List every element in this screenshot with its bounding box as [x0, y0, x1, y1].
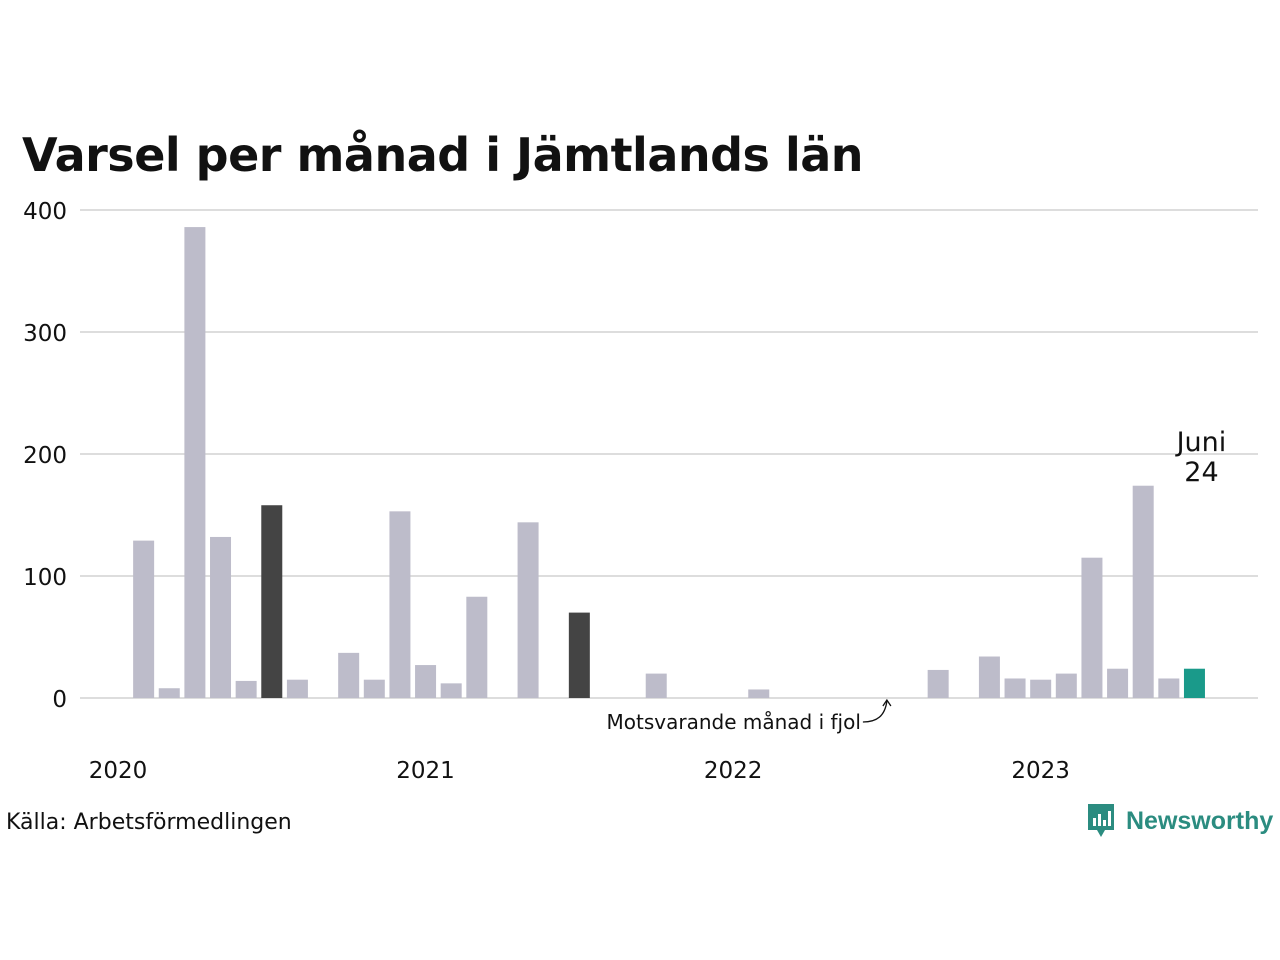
x-axis-year-labels: 2020 2021 2022 2023 — [89, 758, 1070, 784]
bar-2020-08 — [286, 679, 308, 698]
bar-2021-01 — [415, 665, 437, 698]
brand-logo: Newsworthy — [1086, 802, 1273, 840]
bar-2022-02 — [748, 689, 770, 698]
x-tick-label: 2020 — [89, 758, 148, 784]
bar-2020-05 — [210, 536, 232, 698]
bar-2021-05 — [517, 522, 539, 698]
y-tick-label: 0 — [52, 687, 67, 713]
source-note: Källa: Arbetsförmedlingen — [6, 810, 292, 835]
y-tick-label: 200 — [23, 443, 67, 469]
bar-2021-07 — [568, 612, 590, 698]
bar-2022-09 — [927, 669, 949, 698]
bar-2020-10 — [338, 652, 360, 698]
bar-2020-11 — [363, 679, 385, 698]
last-year-annotation: Motsvarande månad i fjol — [607, 710, 861, 734]
x-tick-label: 2023 — [1011, 758, 1070, 784]
y-axis-ticks: 0 100 200 300 400 — [23, 199, 67, 713]
bar-2023-02 — [1055, 673, 1077, 698]
bar-2020-12 — [389, 511, 411, 698]
gridlines — [80, 209, 1258, 699]
y-tick-label: 400 — [23, 199, 67, 225]
current-month-label: Juni — [1175, 427, 1227, 458]
bar-2020-02 — [133, 540, 155, 698]
current-value-label: 24 — [1184, 457, 1218, 488]
y-tick-label: 100 — [23, 565, 67, 591]
bar-2021-02 — [440, 683, 462, 698]
x-tick-label: 2022 — [704, 758, 763, 784]
bar-2022-12 — [1004, 678, 1026, 698]
bar-2021-10 — [645, 673, 667, 698]
bars — [133, 227, 1205, 698]
brand-name: Newsworthy — [1126, 806, 1274, 835]
bar-2022-11 — [978, 656, 1000, 698]
bar-2020-03 — [158, 688, 180, 698]
chart-title: Varsel per månad i Jämtlands län — [22, 128, 864, 182]
bar-2020-04 — [184, 227, 206, 698]
annotation-arrowhead — [882, 698, 892, 707]
bar-2023-05 — [1132, 485, 1154, 698]
bar-2023-03 — [1081, 557, 1103, 698]
bar-2023-07 — [1183, 668, 1205, 698]
x-tick-label: 2021 — [396, 758, 455, 784]
y-tick-label: 300 — [23, 321, 67, 347]
bar-2023-06 — [1158, 678, 1180, 698]
bar-2021-03 — [466, 596, 488, 698]
bar-2020-06 — [235, 680, 257, 698]
newsworthy-logo-icon — [1088, 804, 1114, 837]
bar-2023-01 — [1030, 679, 1052, 698]
bar-2020-07 — [261, 505, 283, 698]
annotation-arrow — [862, 700, 888, 723]
bar-2023-04 — [1107, 668, 1129, 698]
annotations: Juni 24 Motsvarande månad i fjol — [607, 427, 1227, 734]
